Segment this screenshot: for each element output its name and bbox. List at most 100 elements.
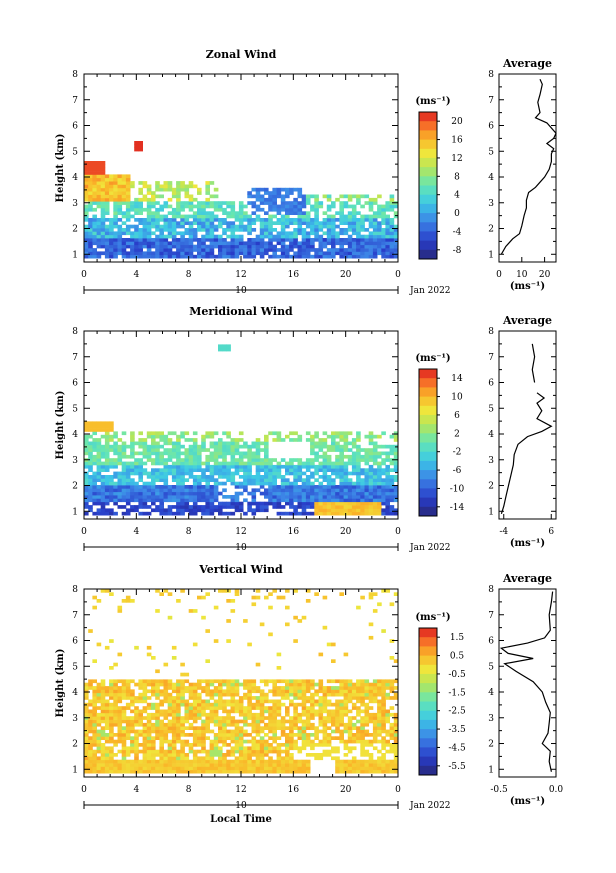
- heatmap-cell: [360, 241, 365, 246]
- heatmap-cell: [255, 766, 261, 771]
- heatmap-cell: [297, 471, 303, 476]
- heatmap-cell: [155, 491, 160, 496]
- heatmap-cell: [251, 716, 257, 720]
- heatmap-cell: [280, 221, 286, 225]
- heatmap-cell: [297, 692, 303, 697]
- heatmap-cell: [314, 709, 319, 714]
- heatmap-cell: [276, 461, 282, 466]
- heatmap-cell: [151, 468, 156, 472]
- heatmap-cell: [322, 501, 328, 506]
- heatmap-cell: [293, 218, 298, 222]
- heatmap-cell: [117, 475, 123, 479]
- heatmap-cell: [125, 211, 131, 215]
- heatmap-cell: [146, 766, 152, 771]
- heatmap-cell: [142, 736, 148, 740]
- heatmap-cell: [280, 686, 286, 690]
- heatmap-cell: [159, 244, 164, 249]
- heatmap-cell: [301, 702, 307, 707]
- heatmap-cell: [339, 501, 344, 506]
- heatmap-cell: [117, 652, 123, 657]
- heatmap-cell: [146, 488, 152, 493]
- heatmap-cell: [88, 451, 93, 456]
- heatmap-cell: [305, 461, 311, 466]
- heatmap-cell: [268, 679, 273, 684]
- heatmap-cell: [188, 475, 194, 479]
- heatmap-cell: [393, 491, 399, 496]
- heatmap-cell: [289, 766, 294, 771]
- heatmap-cell: [155, 451, 160, 456]
- heatmap-cell: [151, 702, 156, 707]
- heatmap-cell: [121, 706, 127, 710]
- heatmap-cell: [289, 241, 294, 246]
- heatmap-cell: [385, 218, 390, 222]
- heatmap-cell: [326, 234, 332, 239]
- heatmap-cell: [247, 218, 252, 222]
- heatmap-cell: [134, 244, 139, 249]
- heatmap-cell: [134, 766, 139, 771]
- heatmap-cell: [197, 595, 202, 600]
- heatmap-cell: [222, 682, 227, 687]
- heatmap-cell: [88, 763, 93, 767]
- heatmap-cell: [259, 461, 265, 466]
- heatmap-cell: [113, 224, 118, 229]
- heatmap-cell: [213, 736, 219, 740]
- heatmap-cell: [176, 769, 181, 774]
- heatmap-cell: [180, 729, 185, 734]
- heatmap-cell: [343, 204, 349, 209]
- heatmap-cell: [368, 248, 374, 252]
- heatmap-cell: [285, 622, 290, 627]
- heatmap-cell: [201, 461, 206, 466]
- heatmap-cell: [180, 692, 185, 697]
- heatmap-cell: [151, 495, 156, 499]
- heatmap-cell: [272, 686, 277, 690]
- heatmap-cell: [356, 726, 361, 730]
- heatmap-cell: [347, 759, 353, 764]
- heatmap-cell: [347, 722, 353, 727]
- heatmap-cell: [335, 248, 340, 252]
- heatmap-cell: [180, 769, 185, 774]
- heatmap-cell: [331, 746, 336, 751]
- heatmap-cell: [255, 441, 261, 446]
- heatmap-cell: [188, 712, 194, 717]
- heatmap-cell: [339, 736, 344, 740]
- heatmap-cell: [184, 204, 190, 209]
- heatmap-cell: [176, 508, 181, 513]
- heatmap-cell: [88, 464, 93, 469]
- heatmap-cell: [377, 602, 382, 607]
- heatmap-cell: [301, 508, 307, 513]
- heatmap-cell: [109, 191, 114, 195]
- heatmap-cell: [377, 454, 382, 459]
- heatmap-cell: [151, 461, 156, 466]
- heatmap-cell: [138, 458, 143, 462]
- heatmap-cell: [146, 756, 152, 761]
- heatmap-cell: [176, 211, 181, 215]
- heatmap-cell: [213, 739, 219, 744]
- heatmap-cell: [176, 448, 181, 452]
- heatmap-cell: [381, 501, 386, 506]
- heatmap-cell: [209, 746, 215, 751]
- heatmap-cell: [180, 241, 185, 246]
- heatmap-cell: [326, 221, 332, 225]
- heatmap-cell: [146, 505, 152, 509]
- heatmap-cell: [213, 214, 219, 219]
- heatmap-cell: [88, 234, 93, 239]
- heatmap-cell: [96, 468, 102, 472]
- heatmap-cell: [142, 722, 148, 727]
- heatmap-cell: [393, 743, 399, 747]
- heatmap-cell: [318, 722, 324, 727]
- heatmap-cell: [360, 682, 365, 687]
- heatmap-cell: [205, 629, 210, 633]
- profile-title: Average: [502, 57, 552, 70]
- heatmap-cell: [92, 722, 97, 727]
- heatmap-cell: [180, 495, 185, 499]
- heatmap-cell: [171, 729, 177, 734]
- heatmap-cell: [314, 458, 319, 462]
- heatmap-cell: [234, 508, 240, 513]
- y-axis-label: Height (km): [55, 391, 66, 460]
- heatmap-cell: [197, 505, 202, 509]
- heatmap-cell: [88, 686, 93, 690]
- heatmap-cell: [372, 495, 378, 499]
- heatmap-cell: [130, 679, 135, 684]
- heatmap-cell: [339, 434, 344, 439]
- heatmap-cell: [343, 652, 349, 657]
